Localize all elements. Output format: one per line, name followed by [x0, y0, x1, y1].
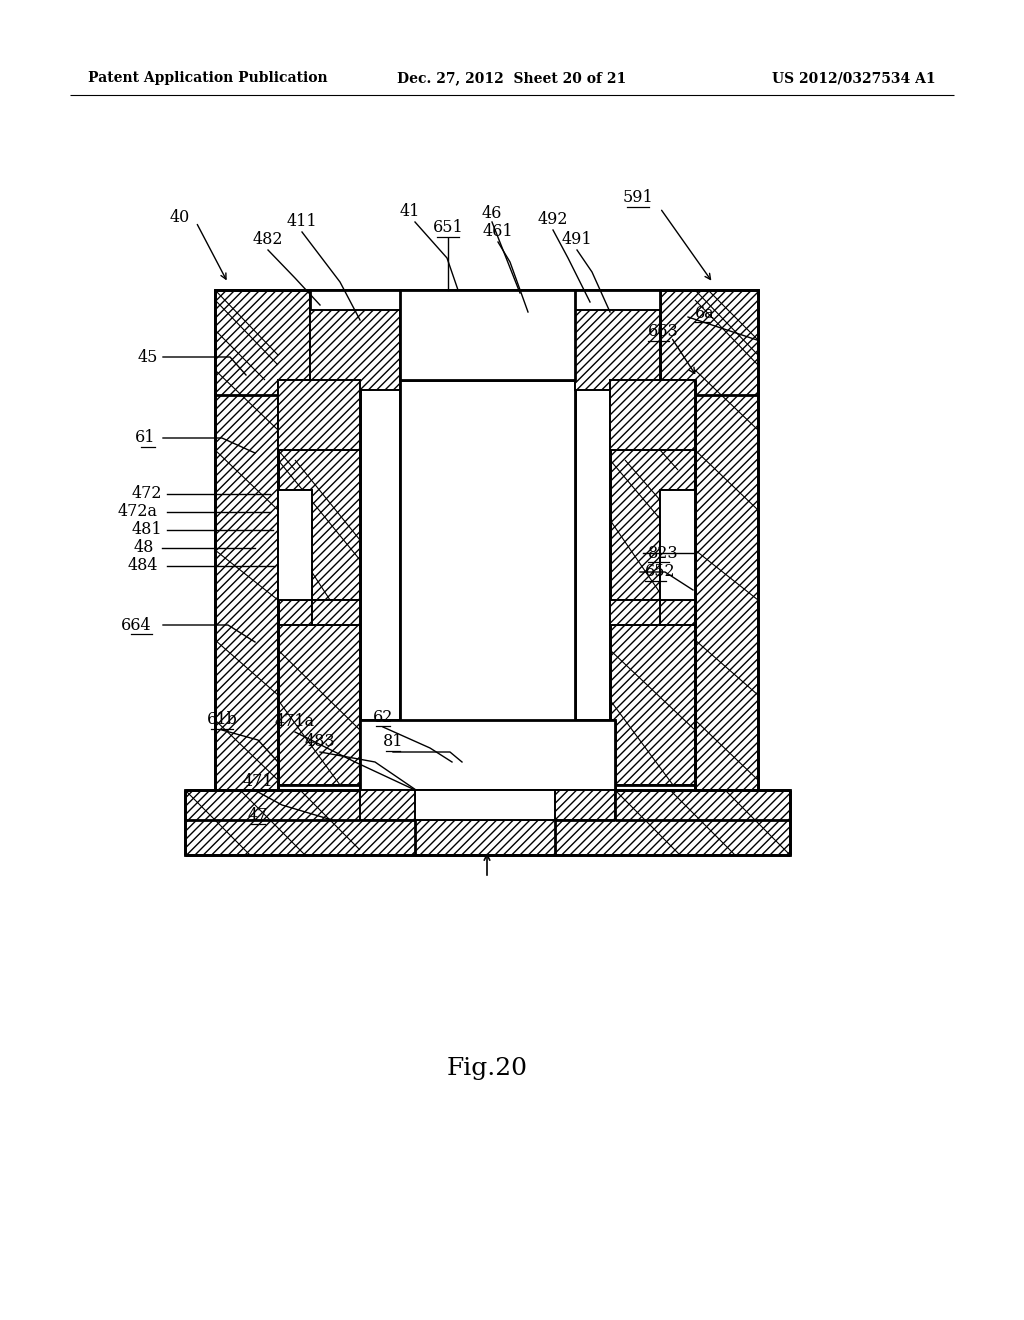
Text: 664: 664 — [122, 616, 152, 634]
Text: 40: 40 — [170, 210, 190, 227]
Polygon shape — [660, 490, 695, 601]
Text: 46: 46 — [482, 205, 502, 222]
Polygon shape — [310, 290, 660, 380]
Text: 45: 45 — [137, 348, 158, 366]
Polygon shape — [360, 719, 615, 789]
Text: 481: 481 — [131, 521, 162, 539]
Text: 6a: 6a — [695, 305, 715, 322]
Text: 591: 591 — [623, 190, 653, 206]
Polygon shape — [215, 290, 278, 789]
Polygon shape — [185, 789, 790, 855]
Polygon shape — [310, 310, 400, 389]
Text: Patent Application Publication: Patent Application Publication — [88, 71, 328, 84]
Text: 483: 483 — [305, 734, 335, 751]
Text: 61b: 61b — [207, 711, 238, 729]
Text: 823: 823 — [648, 544, 679, 561]
Polygon shape — [215, 290, 310, 395]
Polygon shape — [278, 490, 312, 601]
Polygon shape — [610, 601, 660, 624]
Polygon shape — [610, 380, 695, 785]
Polygon shape — [415, 789, 555, 820]
Text: 47: 47 — [248, 807, 268, 824]
Text: 411: 411 — [287, 214, 317, 231]
Text: 472a: 472a — [118, 503, 158, 520]
Polygon shape — [360, 789, 615, 820]
Polygon shape — [278, 380, 360, 785]
Text: 61: 61 — [134, 429, 155, 446]
Text: 651: 651 — [432, 219, 464, 236]
Polygon shape — [400, 290, 575, 380]
Text: US 2012/0327534 A1: US 2012/0327534 A1 — [772, 71, 936, 84]
Text: 491: 491 — [562, 231, 592, 248]
Text: 461: 461 — [482, 223, 513, 240]
Polygon shape — [610, 380, 695, 450]
Text: 48: 48 — [133, 540, 154, 557]
Text: 472: 472 — [131, 486, 162, 503]
Text: 482: 482 — [253, 231, 284, 248]
Text: 41: 41 — [399, 203, 420, 220]
Text: 62: 62 — [373, 709, 393, 726]
Text: 663: 663 — [648, 323, 679, 341]
Text: 471a: 471a — [274, 714, 315, 730]
Text: Dec. 27, 2012  Sheet 20 of 21: Dec. 27, 2012 Sheet 20 of 21 — [397, 71, 627, 84]
Text: Fig.20: Fig.20 — [446, 1056, 527, 1080]
Text: 471: 471 — [243, 774, 273, 791]
Polygon shape — [400, 380, 575, 730]
Polygon shape — [660, 290, 758, 395]
Text: 492: 492 — [538, 211, 568, 228]
Text: 652: 652 — [645, 564, 676, 581]
Text: 81: 81 — [383, 734, 403, 751]
Polygon shape — [575, 310, 660, 389]
Polygon shape — [695, 290, 758, 789]
Polygon shape — [278, 380, 360, 450]
Polygon shape — [312, 601, 360, 624]
Text: 484: 484 — [128, 557, 158, 574]
